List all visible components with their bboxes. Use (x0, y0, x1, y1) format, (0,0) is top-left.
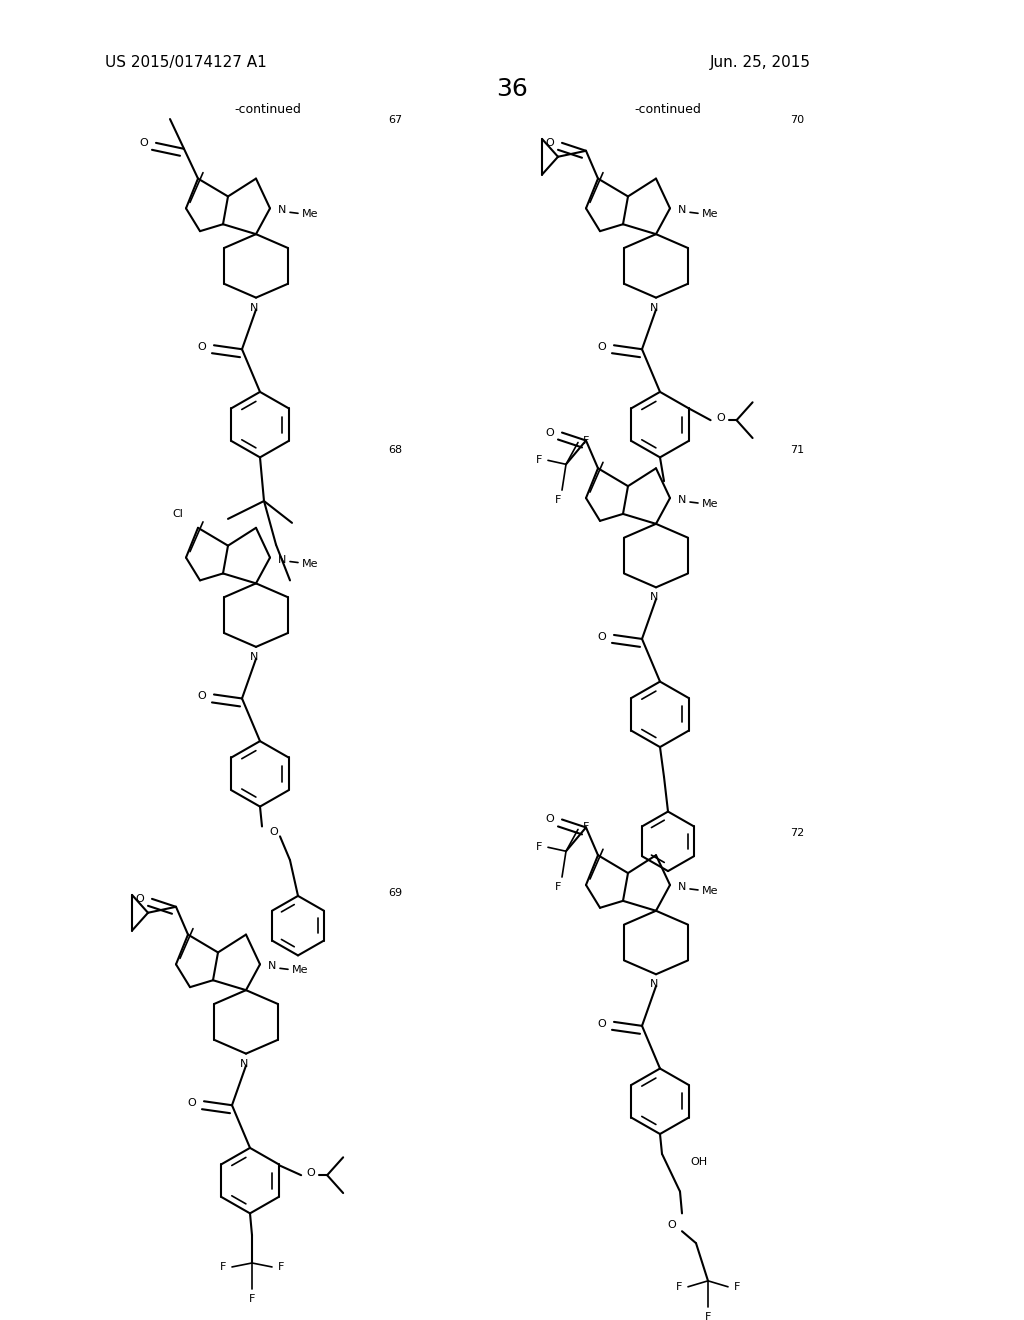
Text: O: O (546, 814, 554, 825)
Text: N: N (678, 882, 686, 892)
Text: Me: Me (292, 965, 308, 975)
Text: F: F (583, 436, 589, 446)
Text: O: O (716, 413, 725, 424)
Text: OH: OH (690, 1156, 708, 1167)
Text: N: N (650, 593, 658, 602)
Text: O: O (198, 692, 207, 701)
Text: F: F (555, 495, 561, 506)
Text: O: O (187, 1098, 197, 1109)
Text: O: O (598, 342, 606, 352)
Text: -continued: -continued (635, 103, 701, 116)
Text: US 2015/0174127 A1: US 2015/0174127 A1 (105, 54, 266, 70)
Text: O: O (546, 428, 554, 437)
Text: F: F (705, 1312, 712, 1320)
Text: Me: Me (702, 210, 719, 219)
Text: O: O (307, 1168, 315, 1179)
Text: O: O (198, 342, 207, 352)
Text: F: F (278, 1262, 285, 1272)
Text: Jun. 25, 2015: Jun. 25, 2015 (710, 54, 811, 70)
Text: F: F (555, 882, 561, 892)
Text: O: O (269, 828, 279, 837)
Text: Me: Me (302, 210, 318, 219)
Text: O: O (598, 1019, 606, 1028)
Text: F: F (220, 1262, 226, 1272)
Text: N: N (278, 206, 286, 215)
Text: F: F (583, 822, 589, 833)
Text: N: N (678, 206, 686, 215)
Text: -continued: -continued (234, 103, 301, 116)
Text: Me: Me (702, 886, 719, 896)
Text: N: N (278, 554, 286, 565)
Text: N: N (240, 1059, 248, 1069)
Text: O: O (135, 894, 144, 904)
Text: 67: 67 (388, 115, 402, 125)
Text: F: F (676, 1282, 682, 1292)
Text: N: N (650, 302, 658, 313)
Text: N: N (250, 652, 258, 661)
Text: O: O (668, 1220, 677, 1230)
Text: 36: 36 (496, 78, 528, 102)
Text: F: F (536, 842, 542, 853)
Text: N: N (268, 961, 276, 972)
Text: N: N (678, 495, 686, 506)
Text: Cl: Cl (173, 510, 183, 519)
Text: N: N (650, 979, 658, 989)
Text: N: N (250, 302, 258, 313)
Text: F: F (536, 455, 542, 466)
Text: O: O (139, 137, 148, 148)
Text: 72: 72 (790, 829, 804, 838)
Text: O: O (546, 137, 554, 148)
Text: 70: 70 (790, 115, 804, 125)
Text: 69: 69 (388, 888, 402, 898)
Text: O: O (598, 632, 606, 642)
Text: Me: Me (302, 558, 318, 569)
Text: Me: Me (702, 499, 719, 510)
Text: 71: 71 (790, 445, 804, 455)
Text: F: F (249, 1294, 255, 1304)
Text: 68: 68 (388, 445, 402, 455)
Text: F: F (734, 1282, 740, 1292)
